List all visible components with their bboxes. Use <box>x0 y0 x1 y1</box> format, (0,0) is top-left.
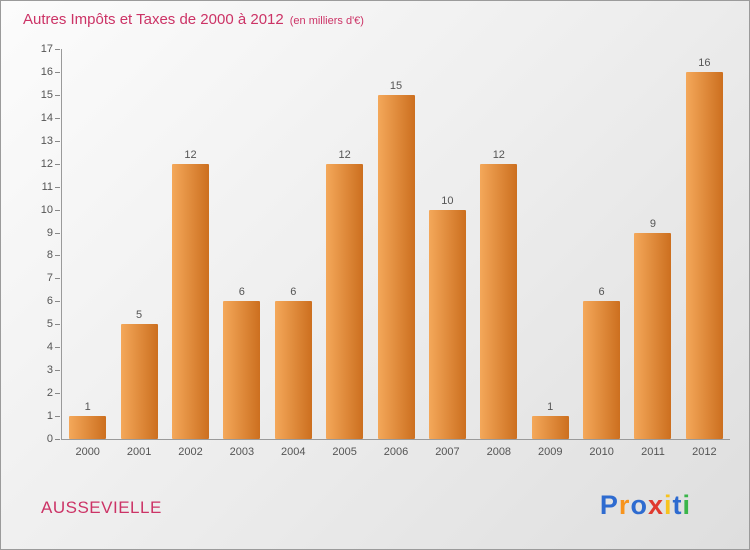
y-tick-label: 16 <box>1 66 62 78</box>
y-tick-label: 4 <box>1 341 62 353</box>
y-tick-label: 6 <box>1 295 62 307</box>
x-axis-label: 2012 <box>692 446 717 458</box>
bar-group: 12 <box>165 49 216 439</box>
logo-letter: r <box>618 490 631 520</box>
proxiti-logo[interactable]: Proxiti <box>600 490 691 521</box>
y-tick-label: 15 <box>1 89 62 101</box>
commune-name: AUSSEVIELLE <box>41 498 162 517</box>
bar-group: 1 <box>62 49 113 439</box>
bar-group: 16 <box>679 49 730 439</box>
logo-letter: t <box>672 490 683 520</box>
bar <box>377 94 415 439</box>
bar <box>120 324 158 439</box>
y-tick-label: 9 <box>1 227 62 239</box>
bar-group: 9 <box>627 49 678 439</box>
logo-letter: x <box>647 490 664 520</box>
y-tick-label: 8 <box>1 249 62 261</box>
x-axis: 2000 2001 2002 2003 2004 2005 2006 2007 2008 2009… <box>62 446 730 458</box>
y-tick-label: 12 <box>1 158 62 170</box>
bar-value-label: 1 <box>547 401 554 414</box>
y-tick-label: 13 <box>1 135 62 147</box>
bar-value-label: 6 <box>598 286 605 299</box>
bar-value-label: 10 <box>441 194 454 207</box>
x-axis-label: 2008 <box>486 446 512 458</box>
y-tick-label: 2 <box>1 387 62 399</box>
bar-value-label: 6 <box>290 286 297 299</box>
x-axis-label: 2005 <box>332 446 357 458</box>
bar-value-label: 16 <box>698 56 711 69</box>
logo-letter: P <box>599 490 619 520</box>
plot-area: 1 5 12 6 6 12 15 10 12 1 6 9 16 <box>62 49 730 439</box>
bar-group: 15 <box>370 49 421 439</box>
bar <box>274 301 312 439</box>
bar-group: 10 <box>422 49 473 439</box>
chart-title: Autres Impôts et Taxes de 2000 à 2012 (en… <box>23 11 364 28</box>
bar <box>171 163 209 439</box>
bar-group: 6 <box>268 49 319 439</box>
y-tick-label: 0 <box>1 433 62 445</box>
chart-title-text: Autres Impôts et Taxes de 2000 à 2012 <box>23 11 284 28</box>
logo-letter: i <box>682 490 691 520</box>
x-axis-label: 2009 <box>537 446 563 458</box>
x-axis-label: 2003 <box>229 446 255 458</box>
bar-group: 6 <box>576 49 627 439</box>
y-axis-line <box>61 49 62 440</box>
y-tick-label: 10 <box>1 204 62 216</box>
x-axis-baseline <box>61 439 730 440</box>
bar <box>223 301 261 439</box>
bar-value-label: 12 <box>492 148 505 161</box>
chart-subtitle: (en milliers d'€) <box>289 15 364 27</box>
y-tick-label: 3 <box>1 364 62 376</box>
bar <box>583 301 621 439</box>
bar-group: 6 <box>216 49 267 439</box>
y-tick-label: 5 <box>1 318 62 330</box>
bar-value-label: 15 <box>389 79 403 92</box>
bar <box>326 163 364 439</box>
bar <box>69 416 107 439</box>
bar-group: 12 <box>473 49 524 439</box>
x-axis-label: 2007 <box>435 446 460 458</box>
bar <box>685 71 723 439</box>
bar <box>480 163 518 439</box>
x-axis-label: 2006 <box>383 446 409 458</box>
bar <box>634 232 672 439</box>
x-axis-label: 2001 <box>126 446 152 458</box>
x-axis-label: 2011 <box>641 446 665 458</box>
x-axis-label: 2000 <box>75 446 100 458</box>
bar-value-label: 9 <box>649 217 657 230</box>
logo-letter: o <box>630 490 648 520</box>
bar-value-label: 5 <box>136 309 143 322</box>
bar-group: 5 <box>113 49 164 439</box>
bar-value-label: 12 <box>338 148 351 161</box>
y-tick-label: 11 <box>1 181 62 193</box>
bar <box>428 209 466 439</box>
x-axis-label: 2002 <box>178 446 203 458</box>
x-axis-label: 2010 <box>589 446 614 458</box>
bar-group: 12 <box>319 49 370 439</box>
bar-value-label: 6 <box>238 286 245 299</box>
y-tick-label: 17 <box>1 43 62 55</box>
bar-value-label: 12 <box>184 148 197 161</box>
y-tick-label: 1 <box>1 410 62 422</box>
y-tick-label: 14 <box>1 112 62 124</box>
y-tick-label: 7 <box>1 272 62 284</box>
logo-letter: i <box>663 490 673 520</box>
bar <box>531 416 569 439</box>
bar-group: 1 <box>525 49 576 439</box>
bar-value-label: 1 <box>84 401 91 414</box>
x-axis-label: 2004 <box>281 446 306 458</box>
